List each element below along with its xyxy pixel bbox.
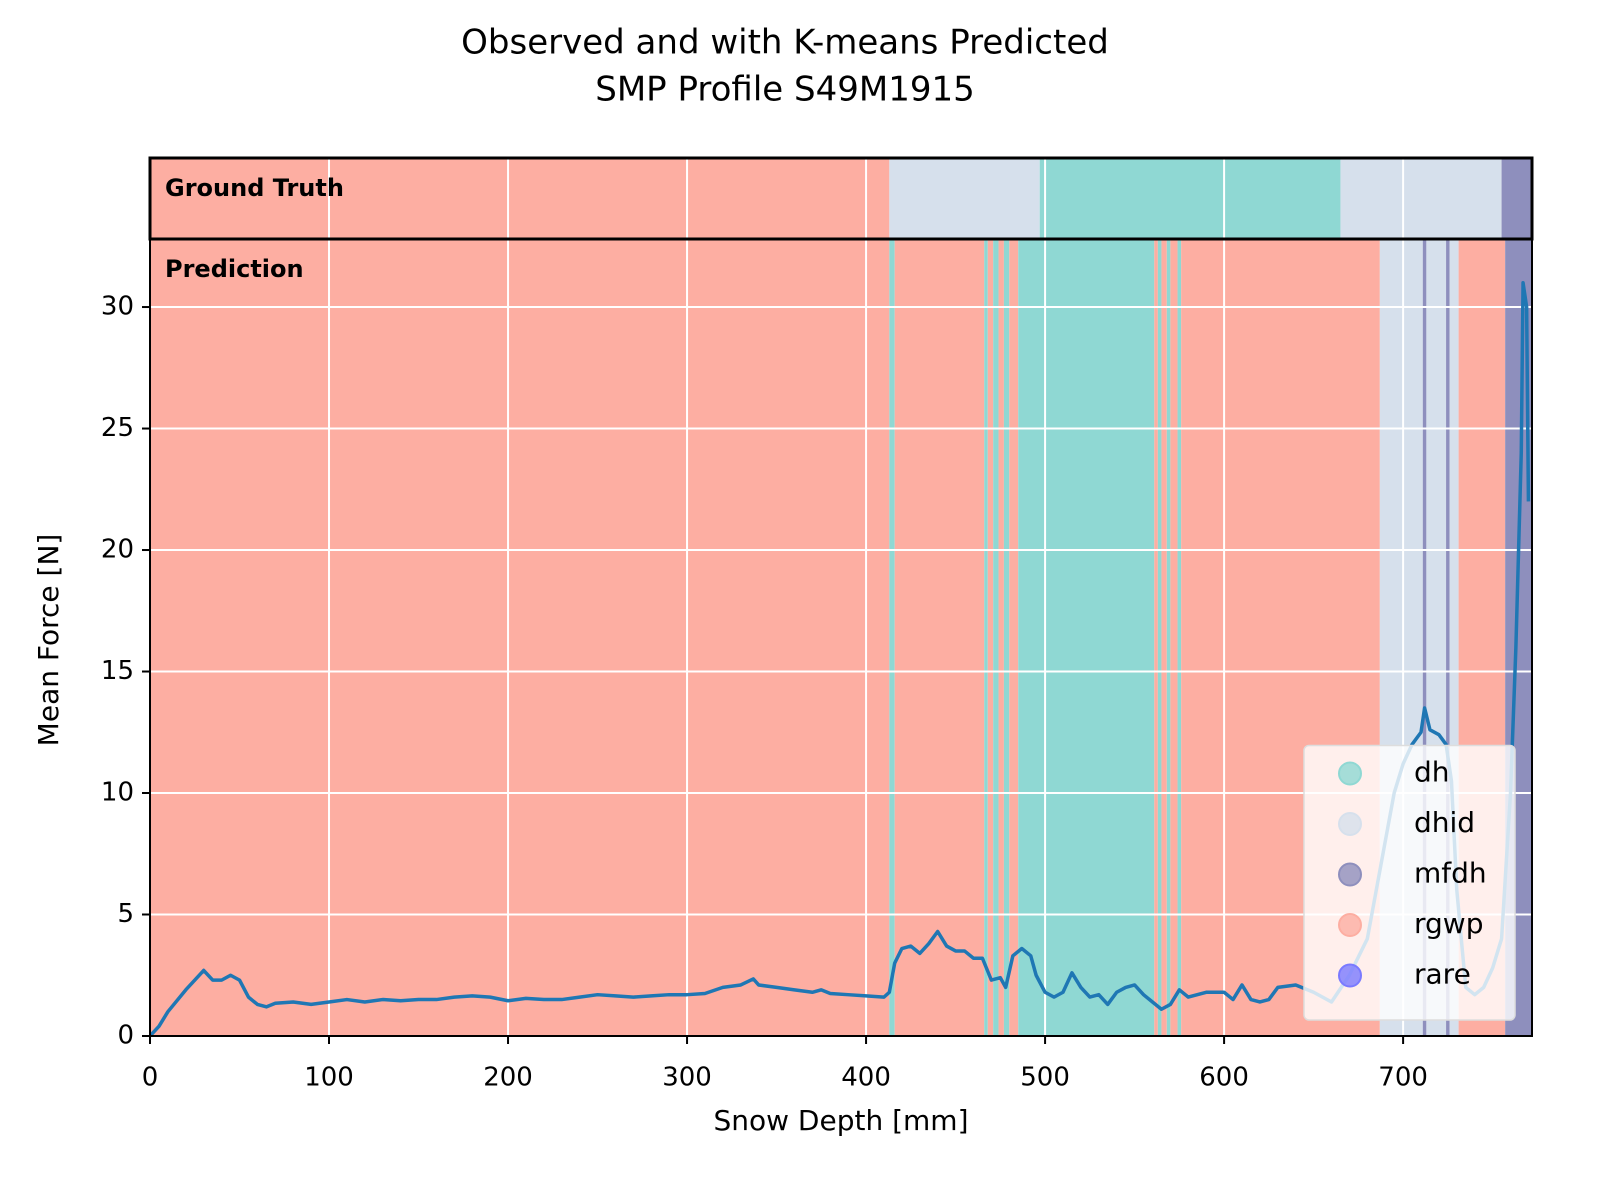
- x-tick-label: 700: [1378, 1063, 1428, 1093]
- y-tick-label: 10: [101, 778, 134, 808]
- x-tick-label: 600: [1199, 1063, 1249, 1093]
- y-tick-label: 5: [117, 899, 134, 929]
- panel-label: Prediction: [165, 255, 304, 283]
- class-segment: [1170, 239, 1178, 1036]
- class-segment: [1039, 158, 1341, 239]
- x-tick-label: 500: [1020, 1063, 1070, 1093]
- chart-subtitle: SMP Profile S49M1915: [595, 70, 974, 110]
- class-segment: [1018, 239, 1155, 1036]
- class-segment: [1446, 239, 1450, 1036]
- legend-label: mfdh: [1414, 857, 1487, 890]
- class-segment: [984, 239, 988, 1036]
- legend-marker: [1338, 963, 1362, 988]
- class-segment: [1422, 239, 1427, 1036]
- class-segment: [894, 239, 985, 1036]
- x-tick-label: 0: [142, 1063, 159, 1093]
- y-tick-label: 15: [101, 656, 134, 686]
- class-segment: [993, 239, 999, 1036]
- class-segment: [1009, 239, 1019, 1036]
- class-segment: [150, 158, 890, 239]
- x-tick-label: 300: [662, 1063, 712, 1093]
- x-tick-label: 200: [483, 1063, 533, 1093]
- y-axis-label: Mean Force [N]: [32, 534, 65, 747]
- plot-frame: [149, 238, 1533, 1037]
- legend-label: rare: [1414, 958, 1471, 991]
- grid-layer: [149, 158, 1532, 1037]
- class-segment: [1340, 158, 1502, 239]
- legend-marker: [1338, 862, 1362, 887]
- x-tick-label: 100: [304, 1063, 354, 1093]
- x-tick-label: 400: [841, 1063, 891, 1093]
- panel-label: Ground Truth: [165, 174, 344, 202]
- legend-label: rgwp: [1414, 907, 1483, 940]
- class-segment: [987, 239, 994, 1036]
- class-segment: [998, 239, 1004, 1036]
- class-segment: [1501, 158, 1532, 239]
- x-axis-label: Snow Depth [mm]: [713, 1104, 968, 1137]
- legend-marker: [1338, 913, 1362, 937]
- y-tick-label: 30: [101, 292, 134, 322]
- legend-label: dh: [1414, 756, 1450, 789]
- y-tick-label: 25: [101, 413, 134, 443]
- class-segment: [1161, 239, 1167, 1036]
- class-segment: [1003, 239, 1010, 1036]
- y-tick-label: 0: [117, 1021, 134, 1051]
- class-segment: [150, 239, 890, 1036]
- class-segment: [889, 158, 1040, 239]
- class-segment: [1166, 239, 1171, 1036]
- y-tick-label: 20: [101, 535, 134, 565]
- class-segment: [889, 239, 895, 1036]
- legend-marker: [1338, 761, 1362, 786]
- legend-marker: [1338, 812, 1362, 836]
- class-segment: [1154, 239, 1158, 1036]
- class-segment: [1157, 239, 1162, 1036]
- class-segment: [1177, 239, 1182, 1036]
- class-segment: [1449, 239, 1459, 1036]
- legend-label: dhid: [1414, 806, 1475, 839]
- chart-title: Observed and with K-means Predicted: [461, 23, 1109, 63]
